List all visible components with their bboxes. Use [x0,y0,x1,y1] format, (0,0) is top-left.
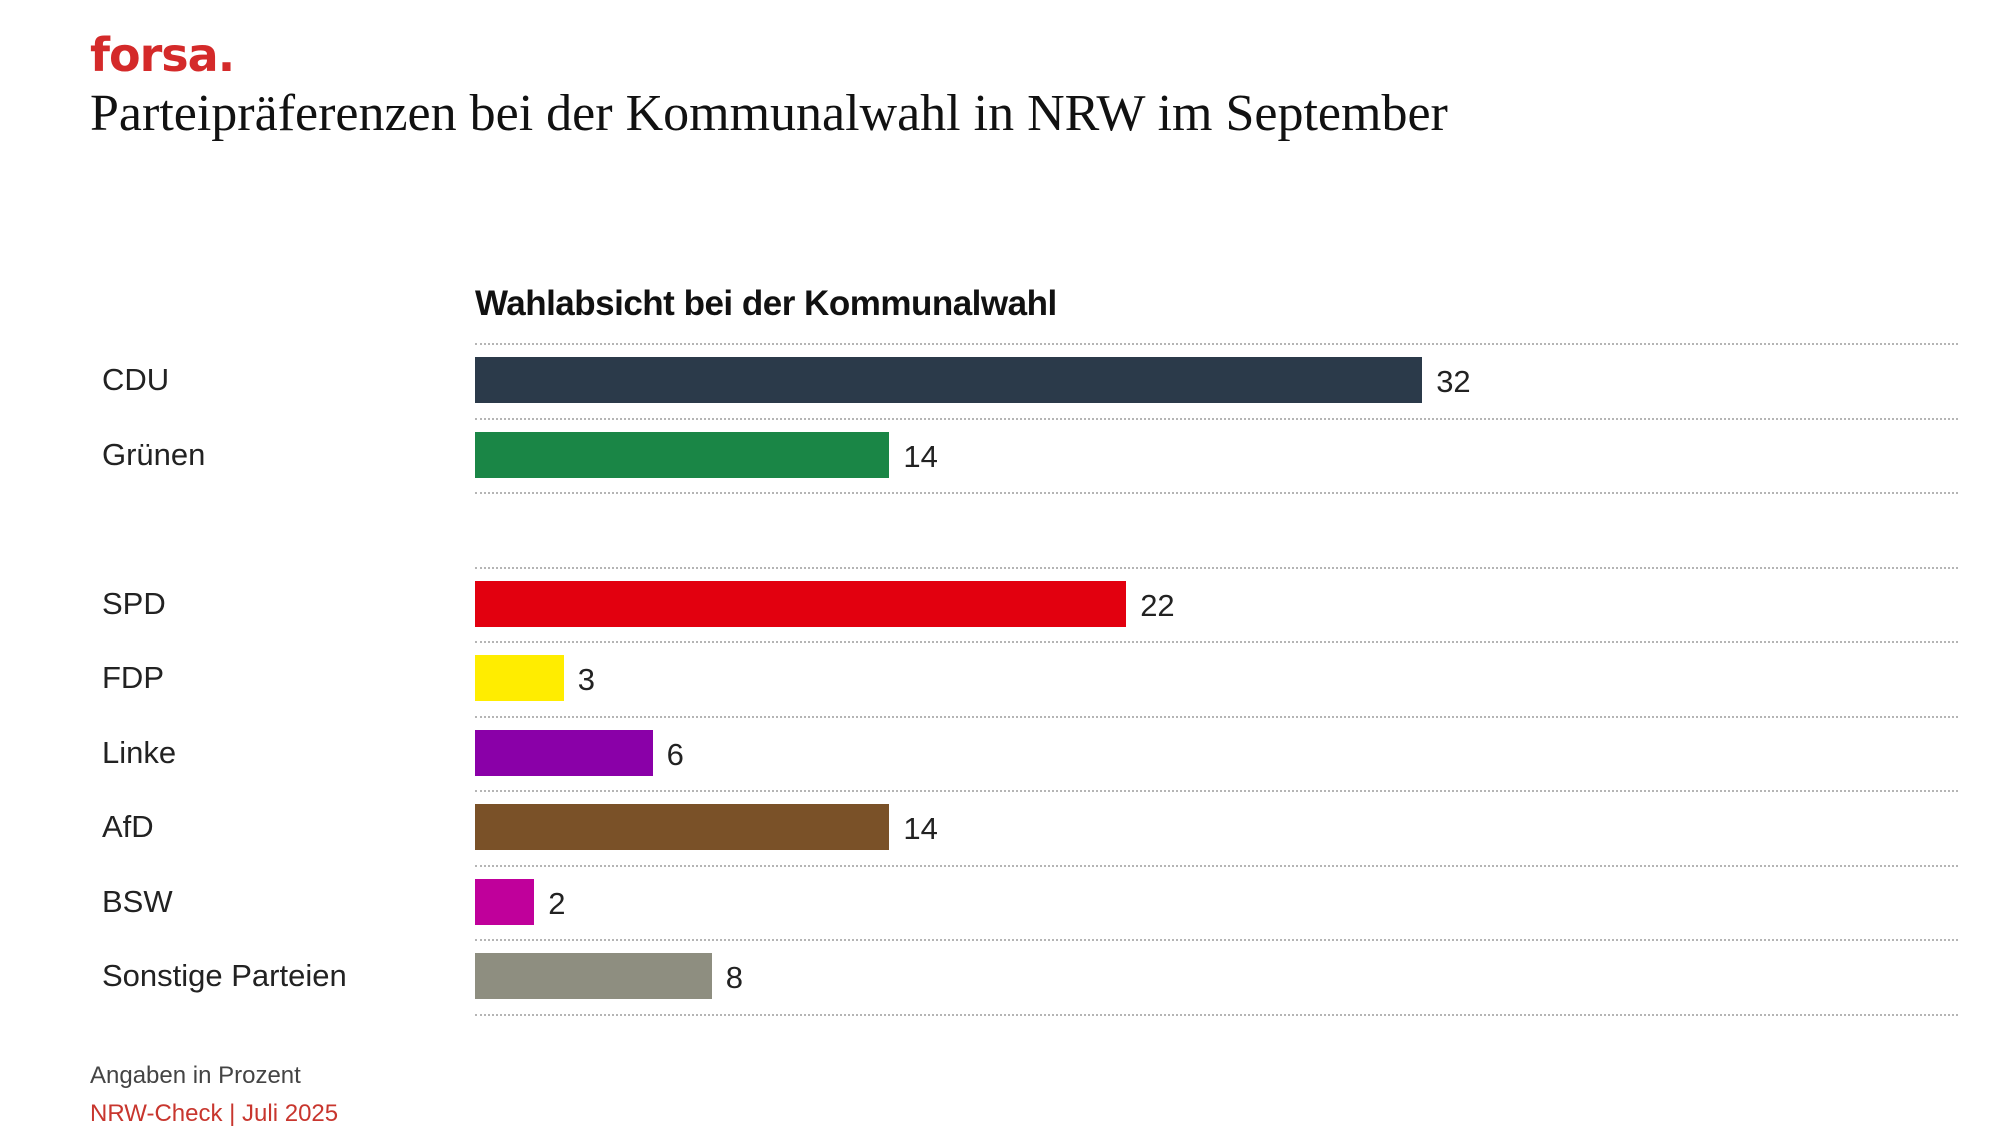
gridline [475,790,1958,792]
gridline [475,566,1958,569]
gridline [475,864,1958,867]
source-note: NRW-Check | Juli 2025 [90,1100,339,1127]
category-label: AfD [102,809,154,844]
chart-title: Wahlabsicht bei der Kommunalwahl [475,284,1057,323]
bar-sonstige-parteien [475,953,712,999]
unit-note: Angaben in Prozent [90,1062,301,1089]
bar-fdp [475,655,564,701]
bar-cdu [475,357,1423,403]
value-label: 6 [666,736,684,772]
forsa-logo: forsa. [90,28,235,82]
gridline [475,715,1958,718]
value-label: 14 [903,811,938,846]
category-label: BSW [102,883,173,919]
bar-grünen [475,431,890,478]
gridline [475,492,1958,494]
bar-bsw [475,878,535,925]
gridline [475,641,1958,643]
value-label: 14 [903,438,938,474]
category-label: Linke [102,734,177,770]
category-label: Grünen [102,436,206,472]
gridline [475,1013,1958,1016]
value-label: 2 [548,885,566,921]
gridline [475,939,1958,941]
category-label: Sonstige Parteien [102,958,347,993]
gridline [475,417,1958,420]
category-label: CDU [102,362,170,397]
bar-linke [475,729,653,776]
value-label: 32 [1436,364,1471,399]
page-title: Parteipräferenzen bei der Kommunalwahl i… [90,85,1448,142]
value-label: 3 [577,662,596,697]
bar-afd [475,804,890,850]
category-label: FDP [102,660,164,695]
bar-spd [475,580,1127,627]
category-label: SPD [102,585,166,621]
gridline [475,343,1958,345]
value-label: 22 [1140,587,1175,623]
value-label: 8 [725,960,744,995]
